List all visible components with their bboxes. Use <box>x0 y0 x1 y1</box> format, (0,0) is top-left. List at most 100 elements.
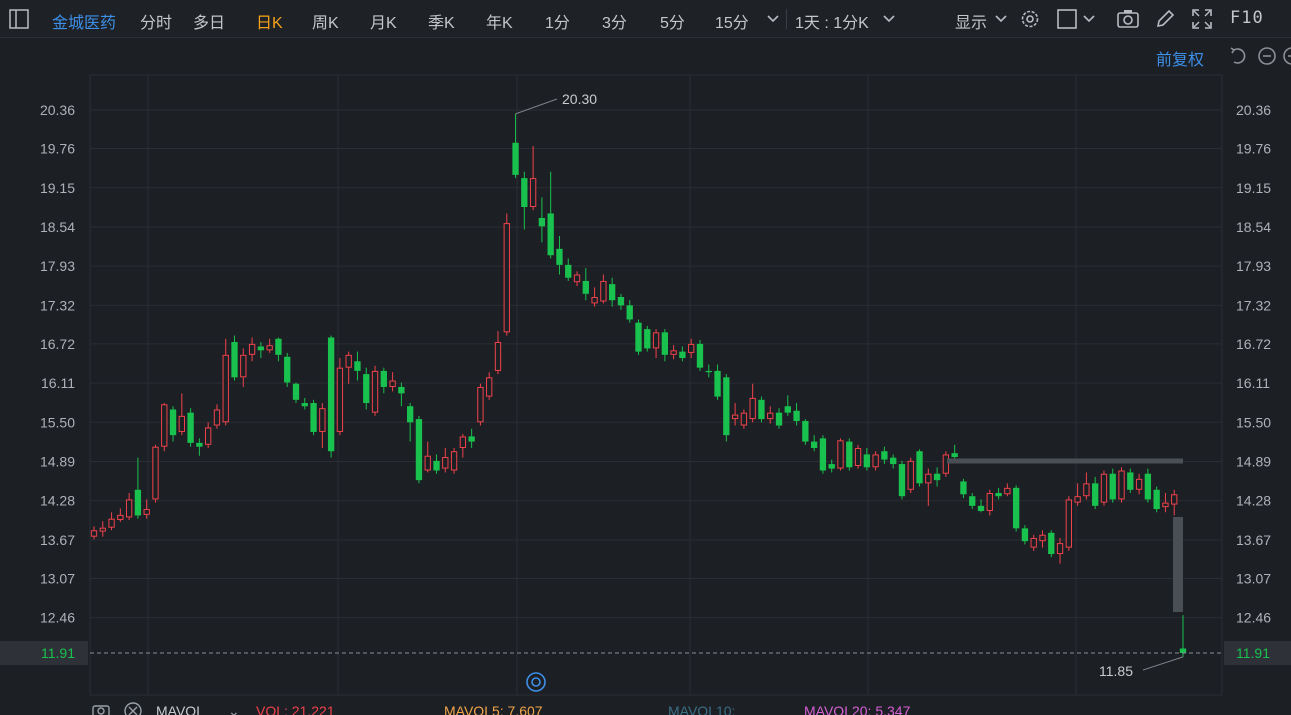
candle <box>960 478 967 499</box>
y-tick-label-left: 17.93 <box>40 258 75 274</box>
candle <box>363 367 370 410</box>
fullscreen-icon[interactable] <box>1191 8 1213 34</box>
candle <box>1065 496 1072 551</box>
candle-body <box>688 343 695 353</box>
checkbox-icon[interactable] <box>1056 8 1078 34</box>
candle-body <box>1083 483 1090 497</box>
candle-body <box>161 404 168 447</box>
tab-5min[interactable]: 5分 <box>660 15 685 32</box>
candle <box>187 408 194 447</box>
tab-quarterly-k[interactable]: 季K <box>428 15 455 32</box>
candle-body <box>134 489 142 516</box>
candle <box>925 468 932 506</box>
mavol5-value: MAVOL5: 7.607 <box>444 703 543 715</box>
high-annotation-label: 20.30 <box>562 91 597 107</box>
tab-weekly-k[interactable]: 周K <box>312 15 339 32</box>
camera-icon[interactable] <box>1116 8 1140 34</box>
sidebar-toggle-icon[interactable] <box>8 8 30 34</box>
candle-body <box>731 414 739 420</box>
candle <box>406 403 414 442</box>
tab-daily-k[interactable]: 日K <box>256 15 283 32</box>
candle <box>1074 483 1081 506</box>
candle-body <box>213 409 221 426</box>
adjust-mode-button[interactable]: 前复权 <box>1156 52 1205 69</box>
candle <box>863 448 871 471</box>
candle <box>257 341 265 359</box>
top-toolbar: 金城医药 分时 多日 日K 周K 月K 季K 年K 1分 3分 5分 15分 1… <box>0 0 1291 38</box>
undo-icon[interactable] <box>1228 46 1248 70</box>
candle-body <box>336 367 344 432</box>
candle <box>670 345 677 360</box>
candle <box>749 383 756 423</box>
camera-icon[interactable] <box>92 702 110 715</box>
display-menu[interactable]: 显示 <box>955 15 988 32</box>
high-annotation-line <box>515 98 558 115</box>
chevron-down-icon[interactable] <box>882 12 896 29</box>
candle-body <box>977 505 985 511</box>
overlay-layer: 20.30 11.85 11.91 11.91 <box>0 91 1291 692</box>
candle-body <box>986 492 993 511</box>
candle-body <box>442 457 449 469</box>
candle <box>1171 489 1178 516</box>
candle <box>336 358 344 436</box>
candle-body <box>275 338 282 355</box>
chevron-down-icon[interactable]: ⌄ <box>228 703 240 715</box>
tab-yearly-k[interactable]: 年K <box>486 15 513 32</box>
candle-body <box>573 274 581 283</box>
tab-intraday[interactable]: 分时 <box>140 15 173 32</box>
candle-body <box>1118 470 1125 500</box>
f10-button[interactable]: F10 <box>1230 8 1264 28</box>
y-tick-label-left: 14.89 <box>40 454 75 470</box>
candle <box>117 508 124 522</box>
y-tick-label-right: 14.28 <box>1236 493 1271 509</box>
candle <box>1012 485 1020 532</box>
gear-icon[interactable] <box>1019 8 1041 34</box>
candle <box>626 300 633 323</box>
candle-body <box>933 473 941 481</box>
last-price-label-left: 11.91 <box>41 645 75 661</box>
candlestick-chart[interactable]: 20.36 20.36 19.76 19.76 19.15 19.15 18.54 18.54… <box>0 0 1291 700</box>
chevron-down-icon[interactable] <box>994 12 1008 29</box>
candle <box>872 451 879 471</box>
candle <box>134 457 142 519</box>
y-tick-label-left: 19.76 <box>40 141 75 157</box>
tab-monthly-k[interactable]: 月K <box>370 15 397 32</box>
gap-bar <box>1173 517 1183 612</box>
close-icon[interactable] <box>124 702 142 715</box>
candle <box>846 438 853 471</box>
candle-body <box>477 386 484 423</box>
tab-15min[interactable]: 15分 <box>715 15 749 32</box>
candle <box>828 459 835 473</box>
zoom-out-icon[interactable] <box>1257 46 1277 70</box>
grid-layer: 20.36 20.36 19.76 19.76 19.15 19.15 18.54 18.54… <box>40 74 1271 696</box>
chevron-down-icon[interactable] <box>766 12 780 29</box>
candle-body <box>916 451 923 484</box>
candle <box>415 415 423 484</box>
y-tick-label-right: 12.46 <box>1236 610 1271 626</box>
tab-multi-day[interactable]: 多日 <box>193 15 226 32</box>
candle-body <box>152 446 159 500</box>
candle-body <box>354 361 361 371</box>
candle-body <box>635 322 642 352</box>
candle <box>617 293 625 310</box>
pencil-icon[interactable] <box>1154 8 1176 34</box>
candle-body <box>670 350 677 355</box>
candle-body <box>468 436 475 442</box>
zoom-in-icon[interactable] <box>1282 46 1291 70</box>
tab-3min[interactable]: 3分 <box>602 15 627 32</box>
interval-select[interactable]: 1天 : 1分K <box>795 15 869 32</box>
candle-body <box>222 354 229 423</box>
candle-body <box>758 399 765 420</box>
stock-name[interactable]: 金城医药 <box>52 15 117 32</box>
low-annotation-line <box>1142 656 1184 671</box>
candle <box>266 338 273 353</box>
candle-body <box>99 527 106 532</box>
candle-body <box>723 377 730 436</box>
candle-body <box>345 354 352 368</box>
tab-1min[interactable]: 1分 <box>545 15 570 32</box>
chevron-down-icon[interactable] <box>1082 12 1096 29</box>
candle-body <box>538 217 546 227</box>
candle-body <box>529 178 537 208</box>
candle <box>433 454 440 474</box>
mavol-indicator-label[interactable]: MAVOL <box>156 703 204 715</box>
